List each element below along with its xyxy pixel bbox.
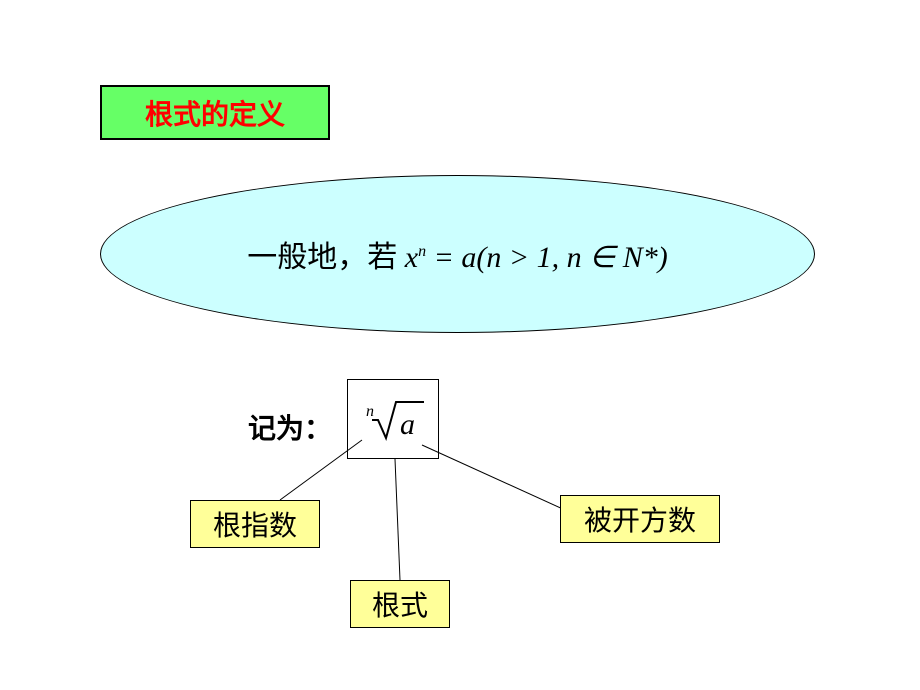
label-radicand: 被开方数	[560, 495, 720, 543]
cond1-op: >	[501, 241, 536, 274]
paren-close: )	[658, 241, 668, 274]
var-a: a	[461, 241, 476, 274]
connector-line	[395, 459, 400, 580]
cond2-rhs: N	[623, 241, 643, 274]
cond1-rhs: 1	[537, 241, 552, 274]
exp-n: n	[418, 243, 426, 260]
label-root-index: 根指数	[190, 500, 320, 548]
label-radical-text: 根式	[372, 584, 428, 624]
title-text: 根式的定义	[145, 93, 285, 133]
label-radical: 根式	[350, 580, 450, 628]
eq-sign: =	[426, 241, 461, 274]
definition-text: 一般地，若 xn = a(n > 1, n ∈ N*)	[247, 232, 667, 276]
cond2-star: *	[643, 241, 658, 274]
title-box: 根式的定义	[100, 85, 330, 140]
paren-open: (	[476, 241, 486, 274]
radical-symbol: n a	[358, 394, 428, 444]
var-x: x	[405, 241, 418, 274]
label-radicand-text: 被开方数	[584, 499, 696, 539]
cond2-lhs: n	[567, 241, 582, 274]
connector-line	[422, 445, 565, 510]
definition-prefix: 一般地，若	[247, 241, 397, 274]
radical-box: n a	[347, 379, 439, 459]
cond2-op: ∈	[582, 241, 623, 274]
cond-sep: ,	[552, 241, 567, 274]
radicand: a	[400, 408, 415, 441]
record-label: 记为：	[248, 407, 332, 447]
label-root-index-text: 根指数	[213, 504, 297, 544]
radical-sign	[372, 402, 424, 438]
radical-index: n	[366, 403, 374, 420]
cond1-lhs: n	[486, 241, 501, 274]
definition-ellipse: 一般地，若 xn = a(n > 1, n ∈ N*)	[100, 175, 815, 333]
